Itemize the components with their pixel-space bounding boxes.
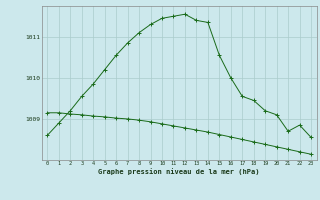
X-axis label: Graphe pression niveau de la mer (hPa): Graphe pression niveau de la mer (hPa) bbox=[99, 168, 260, 175]
